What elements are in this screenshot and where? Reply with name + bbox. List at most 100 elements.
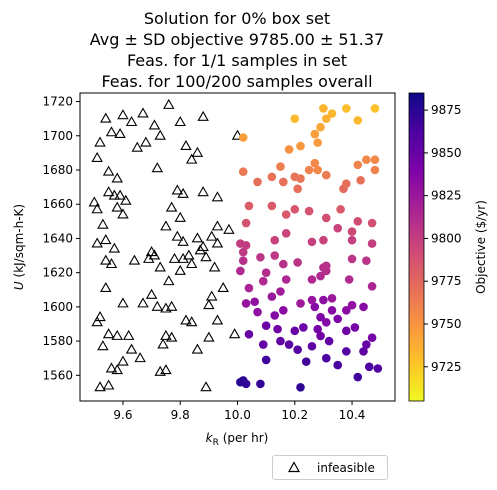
infeasible-point [180, 139, 192, 150]
feasible-point [276, 162, 285, 171]
feasible-point [284, 145, 294, 154]
feasible-point [238, 247, 248, 257]
infeasible-point [148, 249, 161, 260]
feasible-point [359, 347, 368, 356]
infeasible-point [174, 264, 186, 275]
feasible-point [276, 287, 285, 296]
feasible-point [296, 383, 305, 392]
feasible-point [319, 295, 328, 305]
colorbar-ticks: 9725 9750 9775 9800 9825 9850 9875 [424, 103, 462, 374]
feasible-point [290, 205, 300, 214]
colorbar-tick-label: 9725 [431, 360, 462, 374]
infeasible-point [134, 352, 146, 363]
feasible-point [321, 213, 331, 223]
infeasible-point [211, 220, 224, 231]
feasible-point [313, 165, 322, 175]
feasible-point [261, 321, 271, 331]
y-axis-label: U (kJ/sqm-h-K) [12, 204, 26, 290]
infeasible-point [200, 381, 212, 392]
feasible-point [301, 357, 311, 366]
infeasible-point [151, 162, 164, 173]
feasible-point [261, 268, 271, 277]
feasible-point [327, 109, 337, 118]
infeasible-point [117, 297, 129, 308]
infeasible-point [191, 343, 204, 354]
feasible-point [353, 160, 363, 170]
infeasible-point [165, 300, 178, 311]
infeasible-point [211, 314, 224, 325]
feasible-point [319, 104, 328, 113]
feasible-point [253, 307, 262, 317]
feasible-point [316, 122, 325, 132]
feasible-point [356, 175, 365, 185]
feasible-point [284, 340, 294, 349]
feasible-point [347, 254, 357, 264]
feasible-point [370, 104, 380, 113]
feasible-point [362, 155, 371, 165]
infeasible-point [142, 252, 155, 263]
infeasible-point [197, 186, 209, 197]
feasible-point [307, 275, 317, 284]
infeasible-point [100, 112, 112, 123]
feasible-point [281, 210, 291, 219]
infeasible-point [94, 381, 106, 392]
colorbar-tick-label: 9850 [431, 146, 462, 160]
infeasible-point [191, 146, 204, 157]
infeasible-point [111, 329, 123, 340]
infeasible-point [148, 119, 161, 130]
feasible-point [290, 114, 300, 123]
y-tick-label: 1660 [42, 197, 73, 211]
feasible-point [367, 218, 377, 228]
x-axis-label-unit: (per hr) [219, 431, 268, 445]
y-tick-label: 1580 [42, 334, 73, 348]
feasible-point [327, 294, 337, 303]
feasible-point [324, 336, 334, 346]
feasible-point [293, 345, 302, 354]
infeasible-point [200, 251, 212, 262]
infeasible-point [185, 153, 198, 164]
feasible-point [270, 311, 280, 320]
infeasible-point [102, 186, 115, 197]
feasible-point [313, 324, 322, 334]
infeasible-point [114, 127, 126, 139]
infeasible-point [111, 364, 123, 375]
feasible-point [347, 227, 357, 236]
infeasible-point [91, 203, 103, 214]
infeasible-point [137, 297, 149, 308]
infeasible-point [174, 115, 186, 127]
feasible-point [362, 340, 371, 349]
infeasible-point [117, 355, 129, 366]
infeasible-point [177, 187, 189, 198]
infeasible-point [228, 328, 241, 339]
feasible-point [281, 275, 291, 284]
feasible-point [359, 302, 368, 312]
feasible-point [373, 364, 383, 373]
feasible-point [258, 276, 268, 286]
feasible-point [296, 141, 305, 151]
x-tick-label: 10.4 [339, 408, 366, 422]
feasible-point [279, 306, 288, 315]
infeasible-point [194, 244, 207, 255]
feasible-point [241, 218, 251, 228]
infeasible-point [125, 115, 138, 127]
feasible-point [310, 158, 320, 168]
chart-title: Solution for 0% box set Avg ± SD objectiv… [90, 9, 384, 91]
feasible-point [238, 167, 248, 177]
feasible-point [321, 170, 331, 180]
feasible-point [267, 292, 277, 301]
infeasible-point [114, 189, 126, 200]
feasible-point [342, 326, 351, 336]
colorbar-tick-label: 9875 [431, 103, 462, 117]
feasible-point [310, 129, 320, 139]
feasible-point [333, 360, 343, 370]
y-axis-label-symbol: U [12, 281, 26, 290]
feasible-point [321, 261, 331, 271]
feasible-point [342, 306, 351, 315]
feasible-point [362, 256, 371, 265]
legend: infeasible [272, 455, 388, 480]
feasible-point [367, 239, 377, 248]
infeasible-point [205, 290, 218, 301]
infeasible-point [91, 316, 103, 327]
y-tick-label: 1560 [42, 368, 73, 382]
